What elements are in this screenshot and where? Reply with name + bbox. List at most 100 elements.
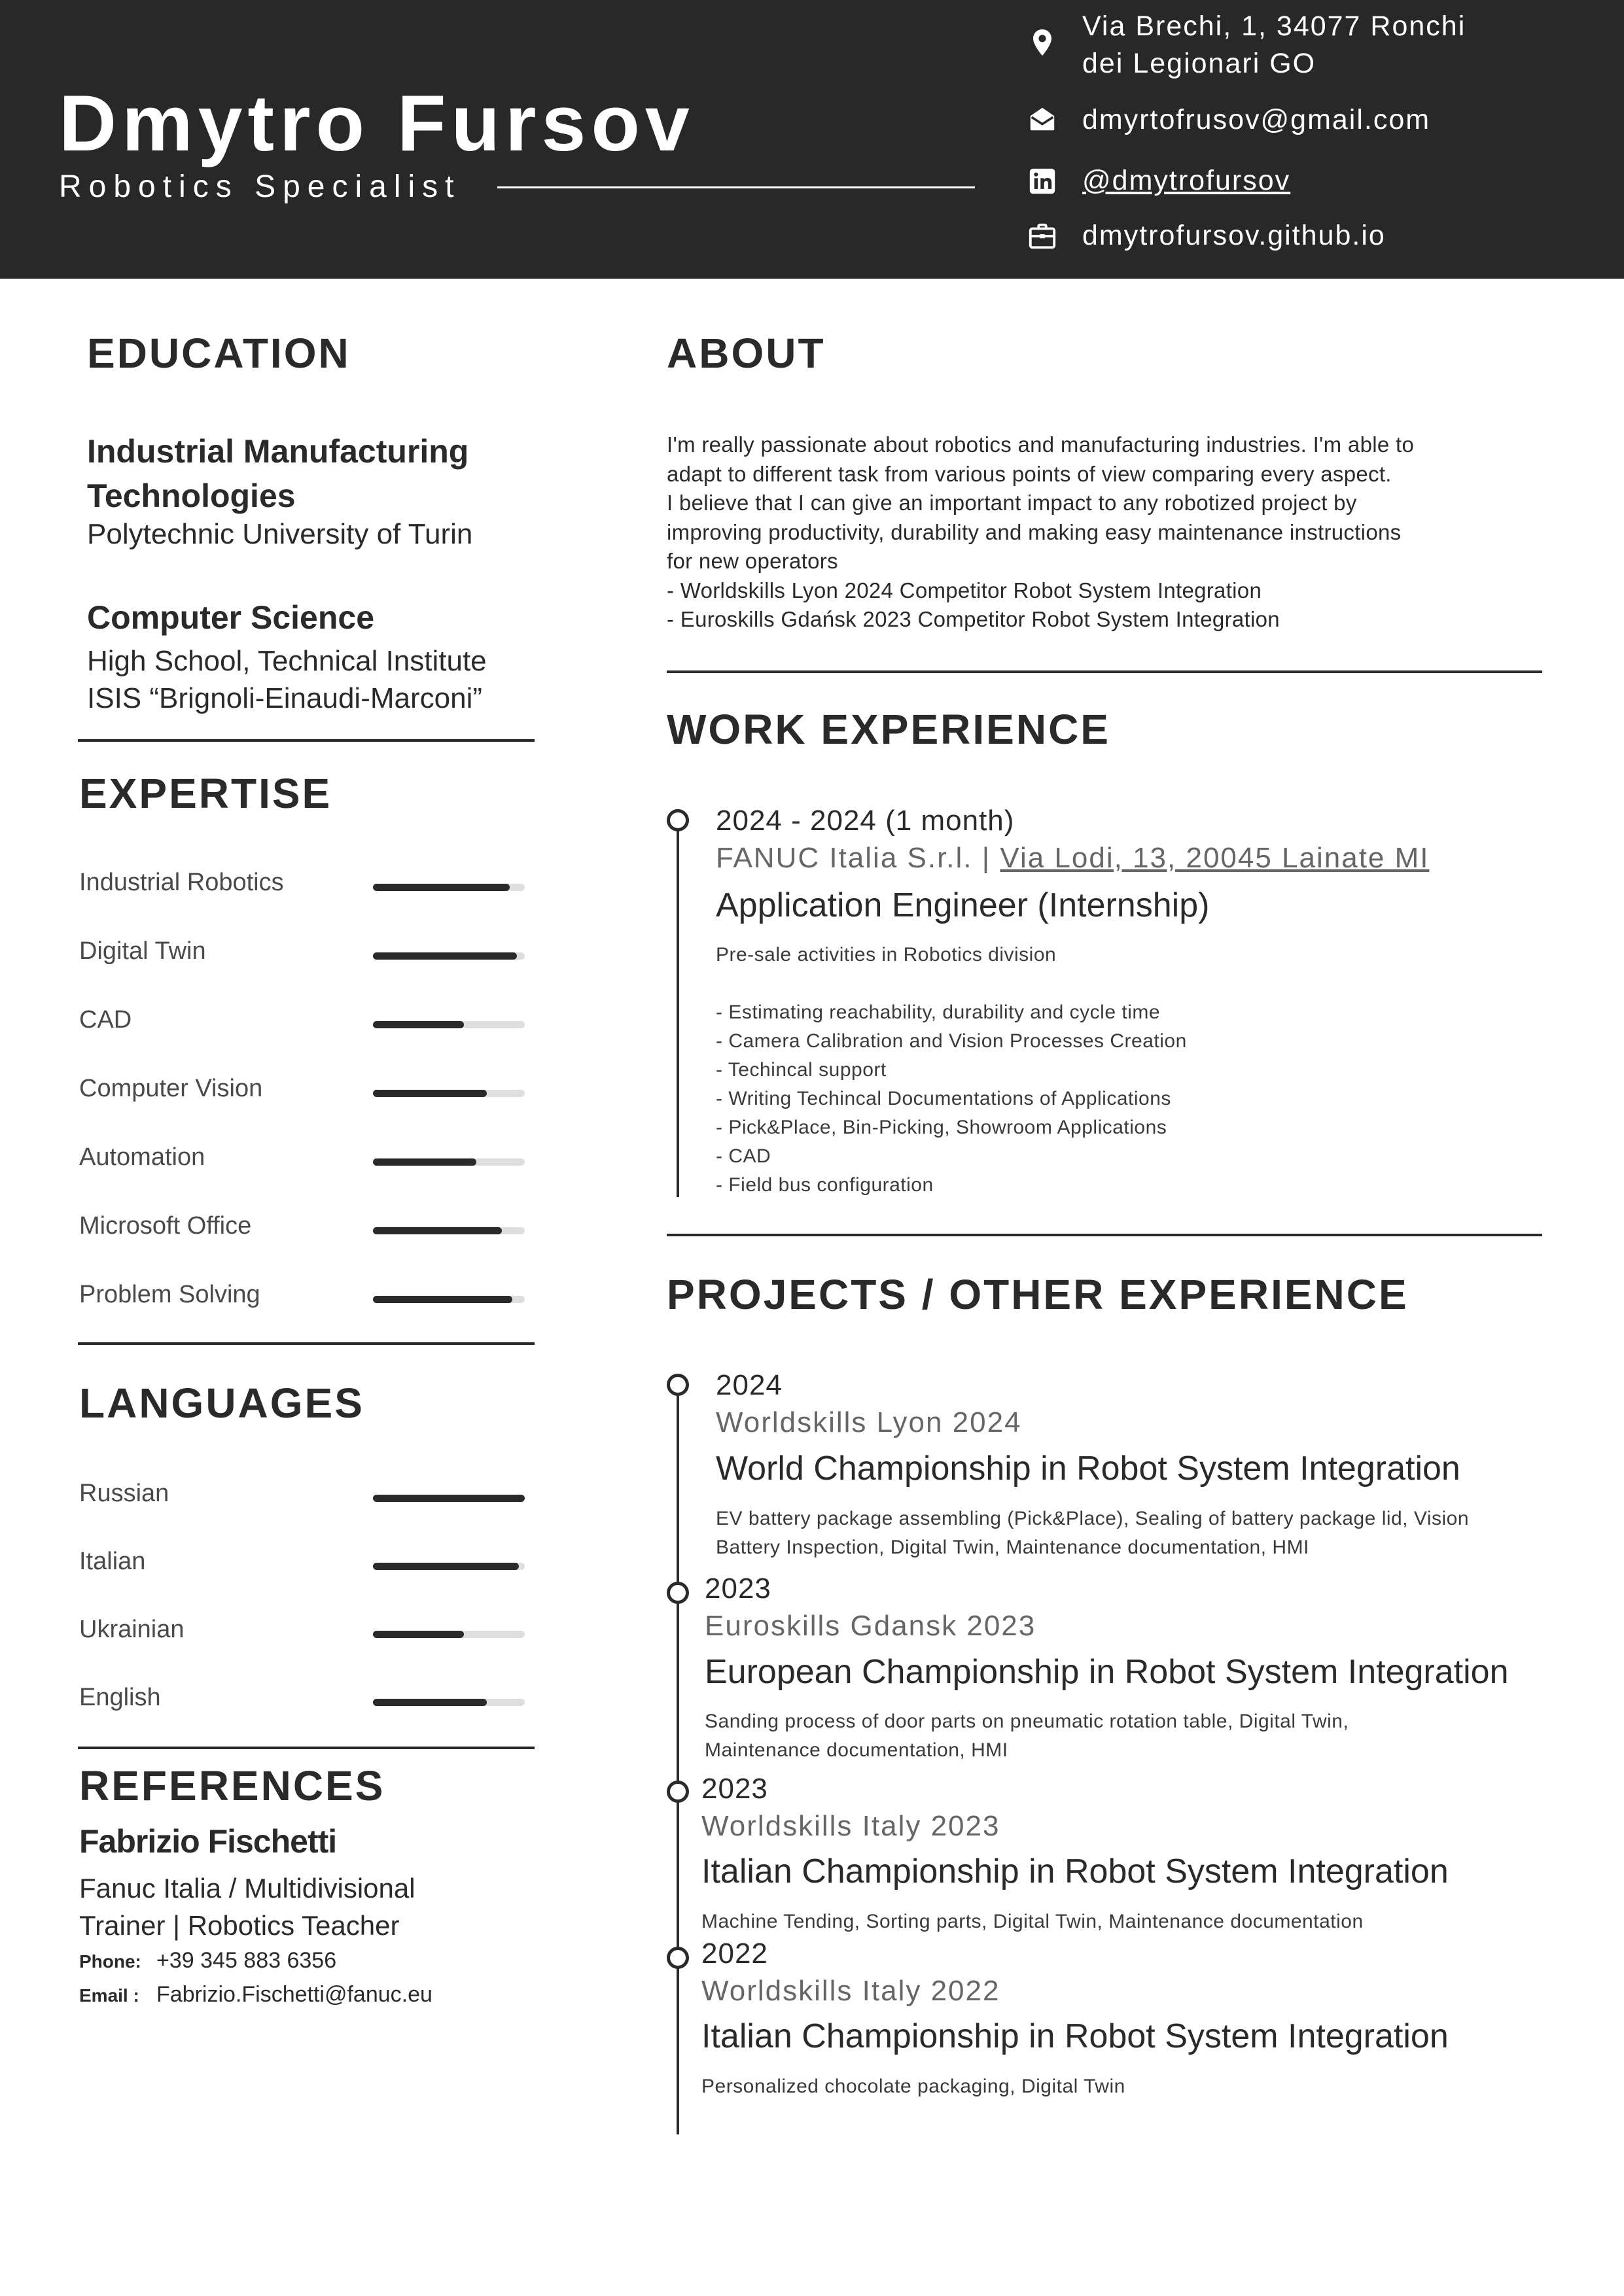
location-pin-icon xyxy=(1033,29,1051,56)
project-event: Worldskills Italy 2022 xyxy=(701,1975,1000,2007)
linkedin-icon xyxy=(1029,168,1055,194)
language-level-bar xyxy=(373,1563,525,1570)
email-text[interactable]: dmyrtofrusov@gmail.com xyxy=(1082,104,1431,135)
level-fill xyxy=(373,1227,503,1234)
project-title: European Championship in Robot System In… xyxy=(705,1653,1509,1691)
education-degree-2: Computer Science xyxy=(87,599,375,636)
project-event: Worldskills Lyon 2024 xyxy=(716,1406,1022,1438)
education-heading: EDUCATION xyxy=(87,330,351,377)
briefcase-icon xyxy=(1029,223,1056,249)
candidate-name: Dmytro Fursov xyxy=(59,78,695,167)
candidate-role: Robotics Specialist xyxy=(59,169,461,204)
school-line-2: ISIS “Brignoli-Einaudi-Marconi” xyxy=(87,682,482,714)
skill-level-bar xyxy=(373,1021,525,1028)
education-degree-1: Industrial Manufacturing Technologies xyxy=(87,429,468,518)
work-summary: Pre-sale activities in Robotics division xyxy=(716,944,1057,965)
skill-label: Industrial Robotics xyxy=(79,869,284,896)
level-fill xyxy=(373,1158,476,1166)
skill-label: Digital Twin xyxy=(79,937,206,965)
education-school-1: Polytechnic University of Turin xyxy=(87,518,473,550)
work-experience-heading: WORK EXPERIENCE xyxy=(667,706,1110,753)
project-year: 2022 xyxy=(701,1938,768,1970)
level-fill xyxy=(373,884,510,891)
skill-label: Microsoft Office xyxy=(79,1212,252,1240)
language-label: English xyxy=(79,1684,161,1711)
project-year: 2023 xyxy=(705,1573,771,1605)
reference-name: Fabrizio Fischetti xyxy=(79,1823,337,1860)
reference-phone-label: Phone: xyxy=(79,1951,141,1972)
skill-label: Problem Solving xyxy=(79,1281,260,1308)
work-bullet: - CAD xyxy=(716,1145,771,1167)
website-link[interactable]: dmytrofursov.github.io xyxy=(1082,220,1386,251)
skill-level-bar xyxy=(373,884,525,891)
about-line: improving productivity, durability and m… xyxy=(667,519,1402,544)
degree-title-line-2: Technologies xyxy=(87,478,296,514)
timeline-dot xyxy=(667,1781,689,1803)
projects-heading: PROJECTS / OTHER EXPERIENCE xyxy=(667,1271,1409,1318)
work-period: 2024 - 2024 (1 month) xyxy=(716,805,1015,837)
level-fill xyxy=(373,1563,519,1570)
reference-email[interactable]: Fabrizio.Fischetti@fanuc.eu xyxy=(156,1982,432,2007)
about-line: I believe that I can give an important i… xyxy=(667,491,1357,515)
project-desc-line: Battery Inspection, Digital Twin, Mainte… xyxy=(716,1537,1309,1558)
level-fill xyxy=(373,1021,465,1028)
project-event: Worldskills Italy 2023 xyxy=(701,1810,1000,1842)
project-description: Machine Tending, Sorting parts, Digital … xyxy=(701,1907,1539,1936)
divider xyxy=(667,1234,1542,1236)
level-fill xyxy=(373,1296,513,1303)
role-divider xyxy=(497,186,975,188)
divider xyxy=(78,739,535,742)
about-heading: ABOUT xyxy=(667,330,826,377)
about-line: - Worldskills Lyon 2024 Competitor Robot… xyxy=(667,578,1262,602)
reference-phone[interactable]: +39 345 883 6356 xyxy=(156,1948,337,1973)
level-fill xyxy=(373,952,518,960)
language-label: Italian xyxy=(79,1548,146,1575)
project-title: Italian Championship in Robot System Int… xyxy=(701,2017,1449,2055)
mail-icon xyxy=(1030,107,1055,131)
project-desc-line: Sanding process of door parts on pneumat… xyxy=(705,1711,1349,1732)
header-banner: Dmytro Fursov Robotics Specialist Via Br… xyxy=(0,0,1624,279)
skill-level-bar xyxy=(373,1158,525,1166)
language-level-bar xyxy=(373,1699,525,1706)
language-label: Ukrainian xyxy=(79,1616,185,1643)
project-description: Sanding process of door parts on pneumat… xyxy=(705,1707,1530,1765)
reference-org-line-1: Fanuc Italia / Multidivisional xyxy=(79,1873,415,1904)
expertise-heading: EXPERTISE xyxy=(79,770,332,817)
reference-email-label: Email : xyxy=(79,1985,139,2006)
project-desc-line: EV battery package assembling (Pick&Plac… xyxy=(716,1508,1470,1529)
timeline-dot xyxy=(667,1374,689,1396)
project-desc-line: Machine Tending, Sorting parts, Digital … xyxy=(701,1911,1364,1932)
work-bullet: - Writing Techincal Documentations of Ap… xyxy=(716,1088,1171,1109)
address-line-1: Via Brechi, 1, 34077 Ronchi xyxy=(1082,10,1466,42)
project-title: World Championship in Robot System Integ… xyxy=(716,1450,1460,1487)
project-desc-line: Maintenance documentation, HMI xyxy=(705,1739,1008,1761)
work-company-address-link[interactable]: Via Lodi, 13, 20045 Lainate MI xyxy=(1000,842,1430,874)
project-description: EV battery package assembling (Pick&Plac… xyxy=(716,1505,1540,1562)
skill-level-bar xyxy=(373,1296,525,1303)
about-line: I'm really passionate about robotics and… xyxy=(667,432,1415,457)
school-line-1: High School, Technical Institute xyxy=(87,645,487,677)
skill-level-bar xyxy=(373,952,525,960)
about-line: - Euroskills Gdańsk 2023 Competitor Robo… xyxy=(667,607,1280,631)
skill-level-bar xyxy=(373,1090,525,1097)
work-description: Pre-sale activities in Robotics division… xyxy=(716,941,1527,1200)
about-text: I'm really passionate about robotics and… xyxy=(667,430,1542,635)
work-bullet: - Pick&Place, Bin-Picking, Showroom Appl… xyxy=(716,1117,1167,1138)
timeline-dot xyxy=(667,809,689,831)
degree-title-line-1: Industrial Manufacturing xyxy=(87,433,469,470)
reference-organization: Fanuc Italia / Multidivisional Trainer |… xyxy=(79,1870,472,1944)
level-fill xyxy=(373,1699,487,1706)
level-fill xyxy=(373,1090,487,1097)
skill-label: CAD xyxy=(79,1006,132,1034)
timeline-line xyxy=(677,1383,679,2134)
education-school-2: High School, Technical Institute ISIS “B… xyxy=(87,642,487,717)
work-bullet: - Camera Calibration and Vision Processe… xyxy=(716,1030,1187,1052)
timeline-dot xyxy=(667,1947,689,1969)
skill-label: Automation xyxy=(79,1143,205,1171)
work-bullet: - Techincal support xyxy=(716,1059,887,1081)
project-description: Personalized chocolate packaging, Digita… xyxy=(701,2072,1539,2101)
linkedin-link[interactable]: @dmytrofursov xyxy=(1082,165,1291,196)
language-level-bar xyxy=(373,1631,525,1638)
divider xyxy=(667,670,1542,673)
skill-label: Computer Vision xyxy=(79,1075,263,1102)
